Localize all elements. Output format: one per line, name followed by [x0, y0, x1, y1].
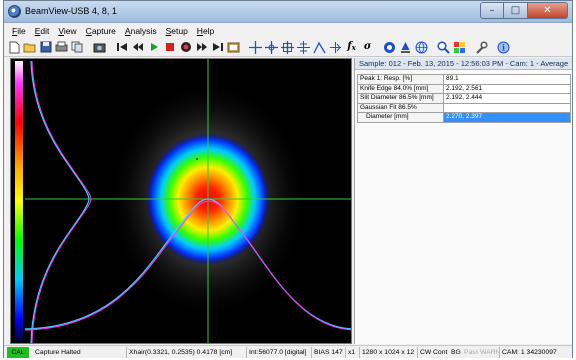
- svg-text:i: i: [502, 42, 505, 52]
- zoom-icon[interactable]: [436, 40, 451, 55]
- menu-help[interactable]: Help: [196, 25, 215, 36]
- crosshair-center-icon[interactable]: [264, 40, 279, 55]
- result-label: Knife Edge 84.0% [mm]: [357, 83, 444, 94]
- status-flag-cw: CW: [420, 348, 431, 356]
- crosshair-box-icon[interactable]: [280, 40, 295, 55]
- grid-icon[interactable]: [296, 40, 311, 55]
- new-file-icon[interactable]: [6, 40, 21, 55]
- result-label: Diameter [mm]: [357, 112, 444, 123]
- status-flag-cont: Cont: [433, 348, 448, 356]
- copy-icon[interactable]: [70, 40, 85, 55]
- camera-icon[interactable]: [92, 40, 107, 55]
- table-row[interactable]: Knife Edge 84.0% [mm] 2.192, 2.561: [357, 83, 571, 94]
- app-logo-icon: [8, 5, 21, 18]
- status-flag-pass: Pass: [464, 348, 478, 356]
- print-icon[interactable]: [54, 40, 69, 55]
- play-icon[interactable]: [146, 40, 161, 55]
- results-panel: Sample: 012 - Feb. 13, 2015 - 12:56:03 P…: [354, 58, 572, 344]
- result-label: Gaussian Fit 86.5%: [357, 102, 444, 113]
- profile-icon[interactable]: [312, 40, 327, 55]
- status-message: Capture Halted: [29, 346, 127, 358]
- app-window: BeamView-USB 4, 8, 1 – □ ✕ File Edit Vie…: [3, 0, 573, 358]
- minimize-button[interactable]: –: [480, 2, 504, 19]
- skip-end-icon[interactable]: [210, 40, 225, 55]
- crosshair-readout: Xhair(0.3321, 0.2535) 0.4178 [cm]: [127, 346, 247, 358]
- table-row[interactable]: Gaussian Fit 86.5%: [357, 102, 571, 113]
- info-icon[interactable]: i: [496, 40, 511, 55]
- status-flag-bg: BG: [451, 348, 461, 356]
- menu-bar: File Edit View Capture Analysis Setup He…: [4, 23, 572, 38]
- globe-icon[interactable]: [414, 40, 429, 55]
- stop-icon[interactable]: [162, 40, 177, 55]
- result-value: 2.192, 2.444: [443, 93, 571, 104]
- resolution-readout: 1280 x 1024 x 12: [360, 346, 418, 358]
- maximize-button[interactable]: □: [504, 2, 528, 19]
- wrench-icon[interactable]: [474, 40, 489, 55]
- menu-view[interactable]: View: [58, 25, 77, 36]
- target-icon[interactable]: [382, 40, 397, 55]
- status-flag-warn: WARN: [480, 346, 500, 358]
- cal-badge[interactable]: CAL: [7, 346, 29, 358]
- beam-profile-canvas[interactable]: [11, 59, 352, 344]
- camera-readout: CAM: 1 34230097: [502, 348, 557, 356]
- rewind-icon[interactable]: [130, 40, 145, 55]
- window-controls: – □ ✕: [480, 2, 568, 19]
- result-value: 2.192, 2.561: [443, 83, 571, 94]
- beam-image-display[interactable]: [10, 58, 352, 344]
- vertical-profile-data: [31, 60, 92, 343]
- result-value: 89.1: [443, 74, 571, 85]
- beam-icon[interactable]: [398, 40, 413, 55]
- window-title: BeamView-USB 4, 8, 1: [25, 6, 117, 16]
- fast-forward-icon[interactable]: [194, 40, 209, 55]
- status-bar: CAL Capture Halted Xhair(0.3321, 0.2535)…: [4, 345, 572, 358]
- menu-edit[interactable]: Edit: [34, 25, 50, 36]
- menu-capture[interactable]: Capture: [85, 25, 116, 36]
- result-label: Slit Diameter 86.5% [mm]: [357, 93, 444, 104]
- fit-icon[interactable]: [328, 40, 343, 55]
- title-bar[interactable]: BeamView-USB 4, 8, 1 – □ ✕: [4, 1, 572, 23]
- zoom-readout: x1: [346, 346, 360, 358]
- skip-back-icon[interactable]: [114, 40, 129, 55]
- record-icon[interactable]: [178, 40, 193, 55]
- horizontal-profile-data: [24, 200, 351, 331]
- crosshair-icon[interactable]: [248, 40, 263, 55]
- save-icon[interactable]: [38, 40, 53, 55]
- color-scale-bar: [15, 61, 23, 341]
- result-label: Peak 1: Resp. [%]: [357, 74, 444, 85]
- bias-readout: BIAS 147: [312, 346, 346, 358]
- menu-file[interactable]: File: [12, 25, 26, 36]
- vertical-profile-fit: [30, 60, 90, 343]
- result-value: [443, 102, 571, 113]
- menu-analysis[interactable]: Analysis: [124, 25, 157, 36]
- table-row[interactable]: Peak 1: Resp. [%] 89.1: [357, 74, 571, 85]
- snapshot-icon[interactable]: [226, 40, 241, 55]
- sigma-icon[interactable]: σ: [363, 41, 372, 52]
- sample-header: Sample: 012 - Feb. 13, 2015 - 12:56:03 P…: [355, 58, 572, 70]
- close-button[interactable]: ✕: [528, 2, 568, 19]
- table-row[interactable]: Slit Diameter 86.5% [mm] 2.192, 2.444: [357, 93, 571, 104]
- table-row-selected[interactable]: Diameter [mm] 2.270, 2.397: [357, 112, 571, 123]
- peak-marker: [196, 158, 198, 160]
- intensity-readout: Int:56077.0 [digital]: [247, 346, 312, 358]
- palette-icon[interactable]: [452, 40, 467, 55]
- result-value: 2.270, 2.397: [443, 112, 571, 123]
- results-table: Peak 1: Resp. [%] 89.1 Knife Edge 84.0% …: [357, 74, 571, 123]
- menu-setup[interactable]: Setup: [165, 25, 188, 36]
- open-folder-icon[interactable]: [22, 40, 37, 55]
